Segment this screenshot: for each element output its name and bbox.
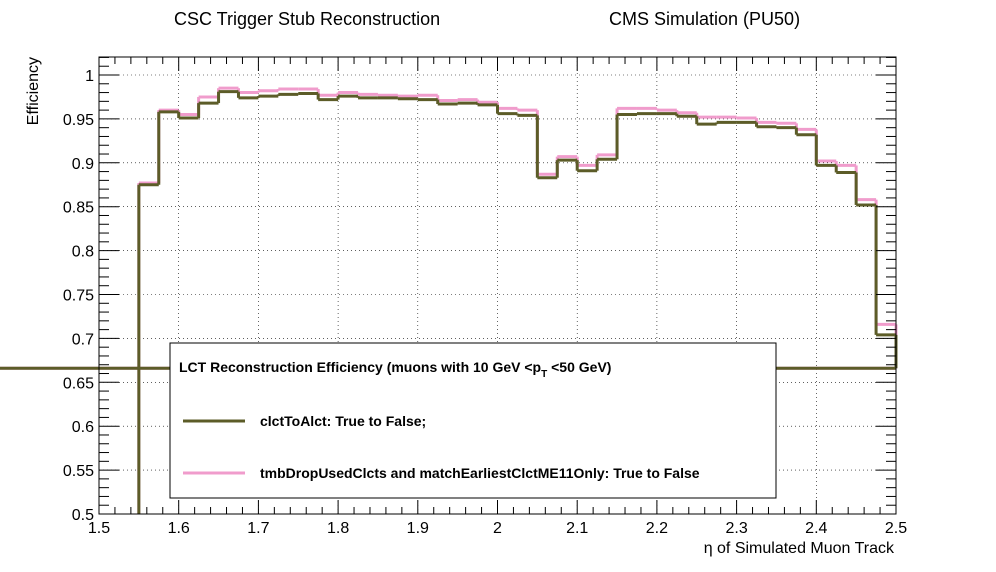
- legend-label-series-1: clctToAlct: True to False;: [260, 413, 426, 429]
- y-tick-label: 0.55: [63, 463, 94, 480]
- x-tick-label: 2.5: [885, 520, 907, 537]
- y-tick-label: 0.9: [72, 156, 94, 173]
- legend-title-main: LCT Reconstruction Efficiency (muons wit…: [179, 359, 541, 375]
- y-tick-label: 1: [85, 68, 94, 85]
- legend: LCT Reconstruction Efficiency (muons wit…: [169, 342, 777, 499]
- chart-title-right: CMS Simulation (PU50): [609, 9, 800, 29]
- y-tick-label: 0.85: [63, 200, 94, 217]
- y-tick-label: 0.65: [63, 375, 94, 392]
- x-tick-label: 2.2: [646, 520, 668, 537]
- y-tick-label: 0.95: [63, 112, 94, 129]
- y-tick-label: 0.5: [72, 507, 94, 524]
- x-tick-label: 2: [493, 520, 502, 537]
- axis-ticks: 1.5 1.6 1.7 1.8 1.9 2 2.1 2.2 2.3 2.4 2.5 0.5 0.55 0.…: [63, 56, 907, 537]
- x-tick-label: 1.6: [168, 520, 190, 537]
- x-tick-label: 1.7: [247, 520, 269, 537]
- y-axis-label: Efficiency: [25, 57, 42, 125]
- legend-label-series-2: tmbDropUsedClcts and matchEarliestClctME…: [260, 465, 700, 481]
- x-tick-label: 1.9: [407, 520, 429, 537]
- x-tick-label: 2.1: [566, 520, 588, 537]
- legend-title-subscript: T: [541, 369, 547, 380]
- y-tick-label: 0.6: [72, 419, 94, 436]
- legend-title: LCT Reconstruction Efficiency (muons wit…: [179, 359, 611, 380]
- y-tick-label: 0.8: [72, 244, 94, 261]
- y-tick-label: 0.7: [72, 331, 94, 348]
- chart-title-left: CSC Trigger Stub Reconstruction: [174, 9, 440, 29]
- x-tick-label: 1.5: [88, 520, 110, 537]
- legend-title-end: <50 GeV): [547, 359, 611, 375]
- y-tick-label: 0.75: [63, 288, 94, 305]
- legend-box: [169, 342, 777, 499]
- x-tick-label: 1.8: [327, 520, 349, 537]
- x-tick-label: 2.3: [725, 520, 747, 537]
- x-tick-label: 2.4: [805, 520, 827, 537]
- x-axis-label: η of Simulated Muon Track: [704, 540, 895, 557]
